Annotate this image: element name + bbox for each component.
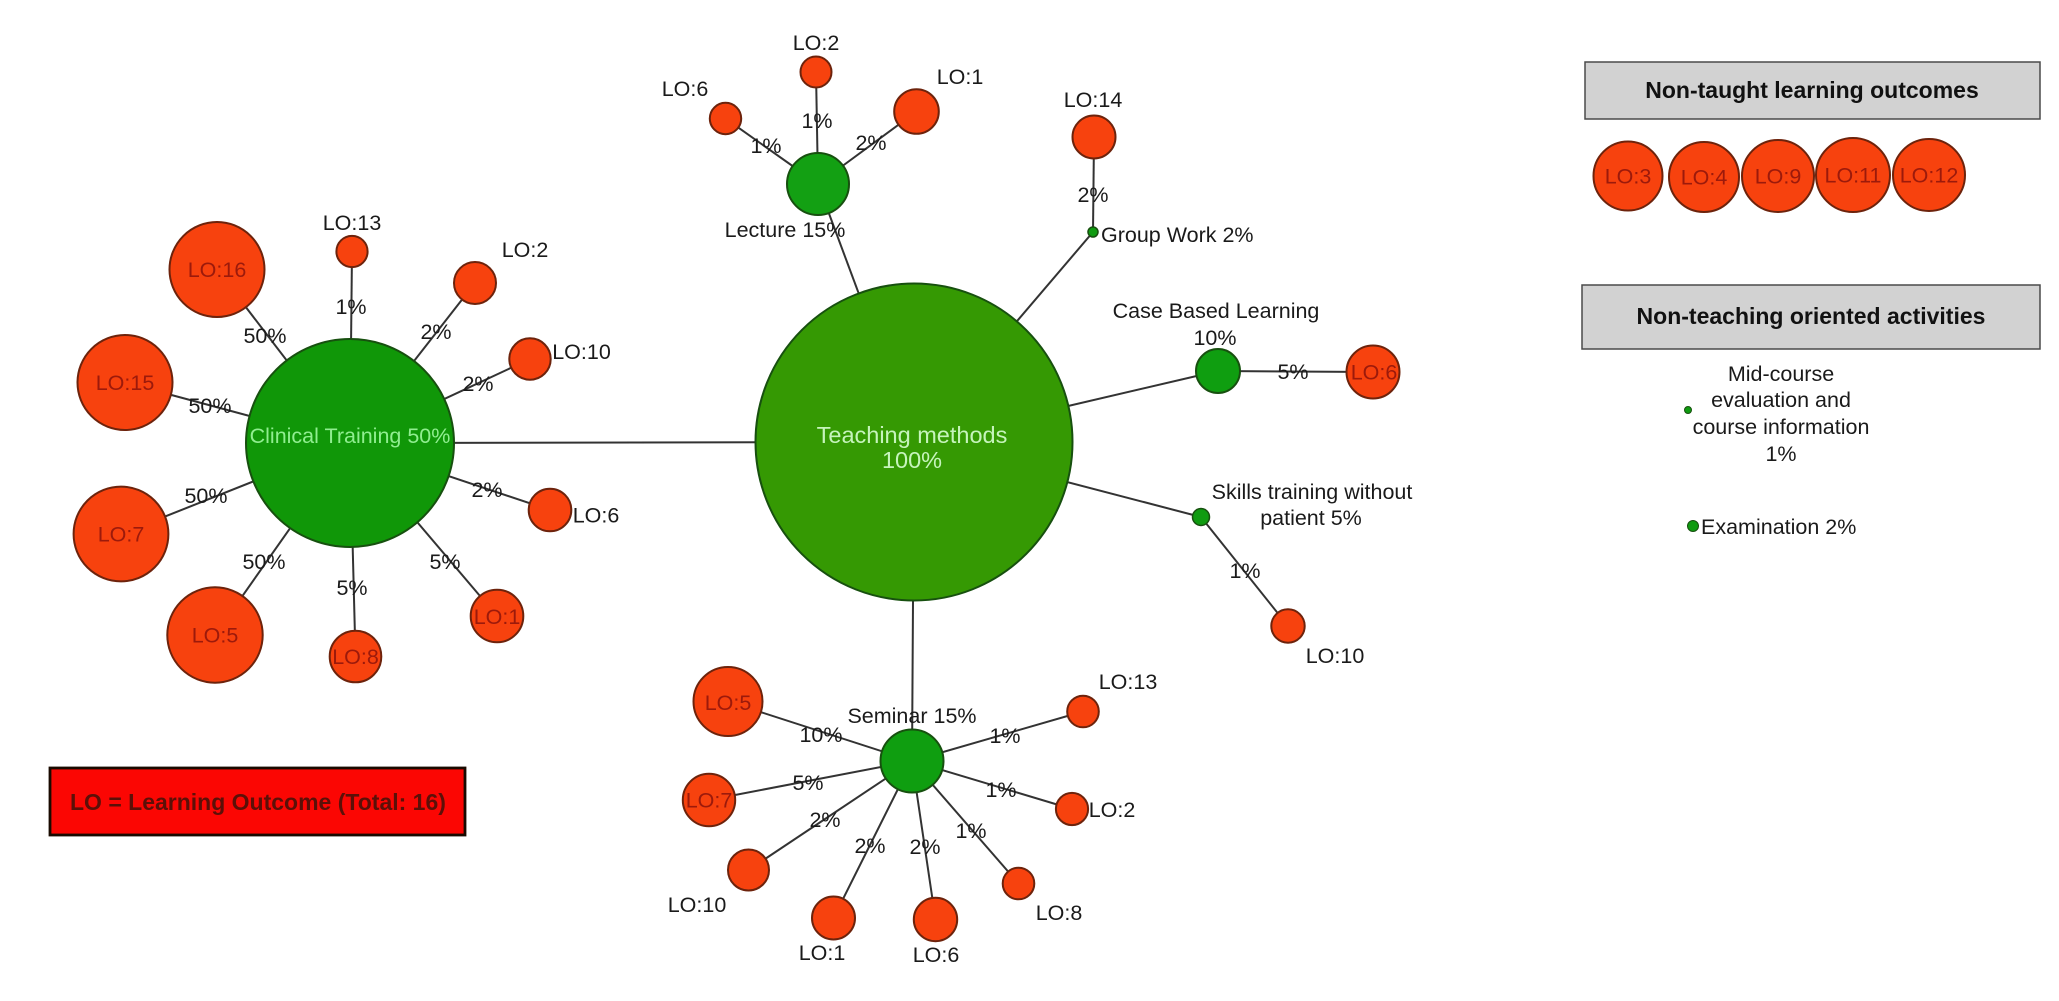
svg-text:10%: 10% (1193, 326, 1236, 350)
svg-text:50%: 50% (242, 550, 285, 574)
svg-text:LO:13: LO:13 (1099, 670, 1158, 694)
svg-text:2%: 2% (855, 131, 886, 155)
svg-text:Clinical Training 50%: Clinical Training 50% (250, 424, 451, 448)
svg-text:LO:6: LO:6 (1351, 361, 1398, 385)
svg-text:LO:5: LO:5 (705, 691, 752, 715)
svg-text:LO:10: LO:10 (668, 893, 727, 917)
svg-text:course information: course information (1693, 415, 1870, 439)
svg-text:LO:10: LO:10 (552, 340, 611, 364)
svg-text:LO:3: LO:3 (1605, 165, 1652, 189)
svg-text:LO:7: LO:7 (686, 789, 733, 813)
svg-text:50%: 50% (243, 324, 286, 348)
svg-text:LO:6: LO:6 (662, 77, 709, 101)
svg-text:LO:9: LO:9 (1755, 165, 1802, 189)
svg-text:5%: 5% (1277, 360, 1308, 384)
svg-text:Group Work 2%: Group Work 2% (1101, 223, 1254, 247)
svg-text:Seminar 15%: Seminar 15% (847, 704, 976, 728)
svg-text:Lecture 15%: Lecture 15% (725, 218, 846, 242)
svg-text:1%: 1% (985, 778, 1016, 802)
svg-text:1%: 1% (750, 134, 781, 158)
svg-text:LO:14: LO:14 (1064, 88, 1123, 112)
svg-text:LO:16: LO:16 (188, 258, 247, 282)
svg-text:2%: 2% (420, 320, 451, 344)
svg-text:Mid-course: Mid-course (1728, 362, 1834, 386)
svg-text:Skills training without: Skills training without (1212, 480, 1413, 504)
svg-text:evaluation and: evaluation and (1711, 388, 1851, 412)
svg-text:LO:2: LO:2 (502, 238, 549, 262)
svg-text:2%: 2% (809, 808, 840, 832)
svg-text:LO:4: LO:4 (1681, 166, 1728, 190)
svg-text:LO:12: LO:12 (1900, 164, 1959, 188)
svg-text:2%: 2% (909, 835, 940, 859)
svg-text:LO:13: LO:13 (323, 211, 382, 235)
svg-text:LO:1: LO:1 (799, 941, 846, 965)
svg-text:LO:10: LO:10 (1306, 644, 1365, 668)
svg-text:Non-taught learning outcomes: Non-taught learning outcomes (1645, 77, 1979, 103)
svg-text:1%: 1% (989, 724, 1020, 748)
svg-text:patient 5%: patient 5% (1260, 506, 1362, 530)
svg-text:5%: 5% (429, 550, 460, 574)
svg-text:LO:2: LO:2 (1089, 798, 1136, 822)
svg-text:100%: 100% (882, 447, 942, 473)
svg-text:10%: 10% (799, 723, 842, 747)
svg-text:Case Based Learning: Case Based Learning (1113, 299, 1320, 323)
svg-text:2%: 2% (462, 372, 493, 396)
svg-text:LO:2: LO:2 (793, 31, 840, 55)
svg-text:LO:15: LO:15 (96, 371, 155, 395)
svg-text:LO:8: LO:8 (332, 645, 379, 669)
svg-text:1%: 1% (1229, 559, 1260, 583)
svg-text:LO:8: LO:8 (1036, 901, 1083, 925)
svg-text:LO:6: LO:6 (573, 504, 620, 528)
svg-text:1%: 1% (801, 109, 832, 133)
svg-text:Teaching methods: Teaching methods (817, 422, 1008, 448)
svg-text:1%: 1% (1765, 442, 1796, 466)
svg-text:LO:1: LO:1 (937, 65, 984, 89)
svg-text:LO:7: LO:7 (98, 523, 145, 547)
svg-text:2%: 2% (1077, 183, 1108, 207)
svg-text:1%: 1% (335, 295, 366, 319)
svg-text:LO:1: LO:1 (474, 605, 521, 629)
svg-text:5%: 5% (792, 771, 823, 795)
svg-text:LO:11: LO:11 (1825, 164, 1882, 188)
svg-text:1%: 1% (955, 819, 986, 843)
svg-text:LO:6: LO:6 (913, 943, 960, 967)
svg-text:2%: 2% (471, 478, 502, 502)
svg-text:LO:5: LO:5 (192, 624, 239, 648)
svg-text:Non-teaching oriented activiti: Non-teaching oriented activities (1637, 303, 1986, 329)
svg-text:50%: 50% (188, 394, 231, 418)
svg-text:LO = Learning Outcome (Total:: LO = Learning Outcome (Total: 16) (70, 789, 446, 815)
svg-text:50%: 50% (184, 484, 227, 508)
svg-text:2%: 2% (854, 834, 885, 858)
svg-text:5%: 5% (336, 576, 367, 600)
svg-text:Examination 2%: Examination 2% (1701, 515, 1856, 539)
